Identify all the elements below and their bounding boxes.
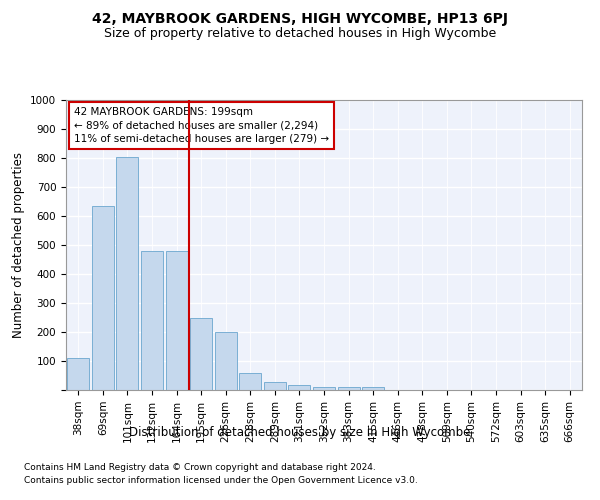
Text: Contains HM Land Registry data © Crown copyright and database right 2024.: Contains HM Land Registry data © Crown c…: [24, 464, 376, 472]
Bar: [190, 318, 212, 390]
Bar: [239, 372, 262, 390]
Bar: [215, 332, 237, 390]
Text: Distribution of detached houses by size in High Wycombe: Distribution of detached houses by size …: [130, 426, 470, 439]
Text: Size of property relative to detached houses in High Wycombe: Size of property relative to detached ho…: [104, 28, 496, 40]
Bar: [141, 251, 163, 390]
Bar: [264, 382, 286, 390]
Bar: [166, 251, 188, 390]
Bar: [92, 206, 114, 390]
Text: 42, MAYBROOK GARDENS, HIGH WYCOMBE, HP13 6PJ: 42, MAYBROOK GARDENS, HIGH WYCOMBE, HP13…: [92, 12, 508, 26]
Bar: [338, 387, 359, 390]
Bar: [362, 387, 384, 390]
Bar: [116, 156, 139, 390]
Bar: [289, 385, 310, 390]
Y-axis label: Number of detached properties: Number of detached properties: [11, 152, 25, 338]
Text: Contains public sector information licensed under the Open Government Licence v3: Contains public sector information licen…: [24, 476, 418, 485]
Bar: [313, 386, 335, 390]
Bar: [67, 358, 89, 390]
Text: 42 MAYBROOK GARDENS: 199sqm
← 89% of detached houses are smaller (2,294)
11% of : 42 MAYBROOK GARDENS: 199sqm ← 89% of det…: [74, 108, 329, 144]
